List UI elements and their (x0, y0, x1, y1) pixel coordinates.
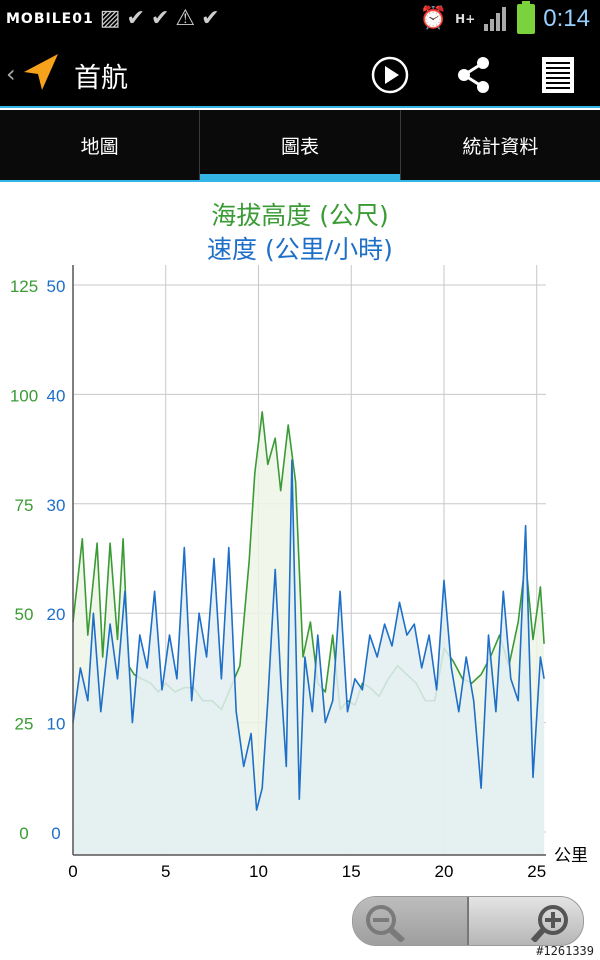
x-axis-tick-label: 0 (68, 862, 77, 881)
back-chevron-icon[interactable]: ‹ (6, 60, 16, 88)
menu-icon (542, 57, 574, 93)
check-icon: ✔ (126, 6, 145, 31)
x-axis-tick-label: 10 (249, 862, 268, 881)
tab-bar: 地圖 圖表 統計資料 (0, 110, 600, 182)
speed-area (73, 460, 545, 855)
tab-divider (0, 180, 600, 182)
tab-label: 圖表 (280, 135, 319, 158)
speed-line (72, 459, 545, 811)
zoom-out-icon (366, 905, 406, 942)
play-icon (371, 56, 409, 94)
x-axis-tick-label: 25 (527, 862, 546, 881)
app-title: 首航 (74, 63, 128, 94)
zoom-divider (467, 897, 469, 945)
left-axis-tick-label: 25 (15, 715, 34, 734)
share-button[interactable] (452, 53, 496, 97)
x-axis-tick-label: 15 (342, 862, 361, 881)
watermark-text: MOBILE01 (6, 11, 94, 27)
chart-title-elevation: 海拔高度 (公尺) (211, 201, 389, 230)
share-icon (458, 57, 489, 93)
tab-chart[interactable]: 圖表 (199, 110, 400, 182)
action-bar-divider (0, 106, 600, 108)
clock: 0:14 (543, 5, 590, 32)
warning-icon: ⚠ (175, 6, 196, 31)
tab-map[interactable]: 地圖 (0, 110, 199, 180)
x-axis-tick-label: 20 (435, 862, 454, 881)
x-axis-tick-label: 5 (161, 862, 170, 881)
check-icon: ✔ (150, 6, 170, 31)
image-tag: #1261339 (536, 944, 594, 958)
status-left: MOBILE01 ▨ ✔ ✔ ⚠ ✔ (6, 4, 220, 34)
battery-icon (517, 1, 536, 34)
chart-title-speed: 速度 (公里/小時) (207, 235, 393, 264)
left-axis-tick-label: 125 (10, 277, 38, 296)
left-axis-tick-label: 0 (19, 824, 28, 843)
tab-statistics[interactable]: 統計資料 (399, 110, 600, 180)
left-axis-tick-label: 50 (15, 605, 34, 624)
menu-button[interactable] (536, 53, 580, 97)
right-axis-tick-label: 50 (47, 277, 66, 296)
action-bar: ‹ 首航 (0, 38, 600, 108)
tab-label: 統計資料 (462, 135, 539, 158)
right-axis-tick-label: 30 (47, 496, 66, 515)
navigation-arrow-icon[interactable] (20, 52, 60, 92)
zoom-controls (352, 896, 584, 946)
alarm-icon: ⏰ (419, 6, 448, 31)
status-bar: MOBILE01 ▨ ✔ ✔ ⚠ ✔ ⏰ H+ 0:14 (0, 0, 600, 38)
x-axis-label: 公里 (554, 846, 588, 866)
play-button[interactable] (368, 53, 412, 97)
zoom-out-button[interactable] (353, 897, 467, 945)
left-axis-tick-label: 75 (15, 496, 34, 515)
status-right: ⏰ H+ 0:14 (419, 1, 590, 34)
right-axis-tick-label: 40 (47, 386, 66, 405)
network-type: H+ (455, 12, 476, 26)
zoom-in-icon (530, 905, 568, 942)
right-axis-tick-label: 10 (47, 715, 66, 734)
tab-label: 地圖 (80, 135, 119, 158)
right-axis-tick-label: 20 (47, 605, 66, 624)
right-axis-tick-label: 0 (51, 824, 60, 843)
signal-icon (484, 7, 507, 31)
image-icon: ▨ (99, 6, 121, 31)
left-axis-tick-label: 100 (10, 386, 38, 405)
check-icon: ✔ (201, 6, 220, 31)
